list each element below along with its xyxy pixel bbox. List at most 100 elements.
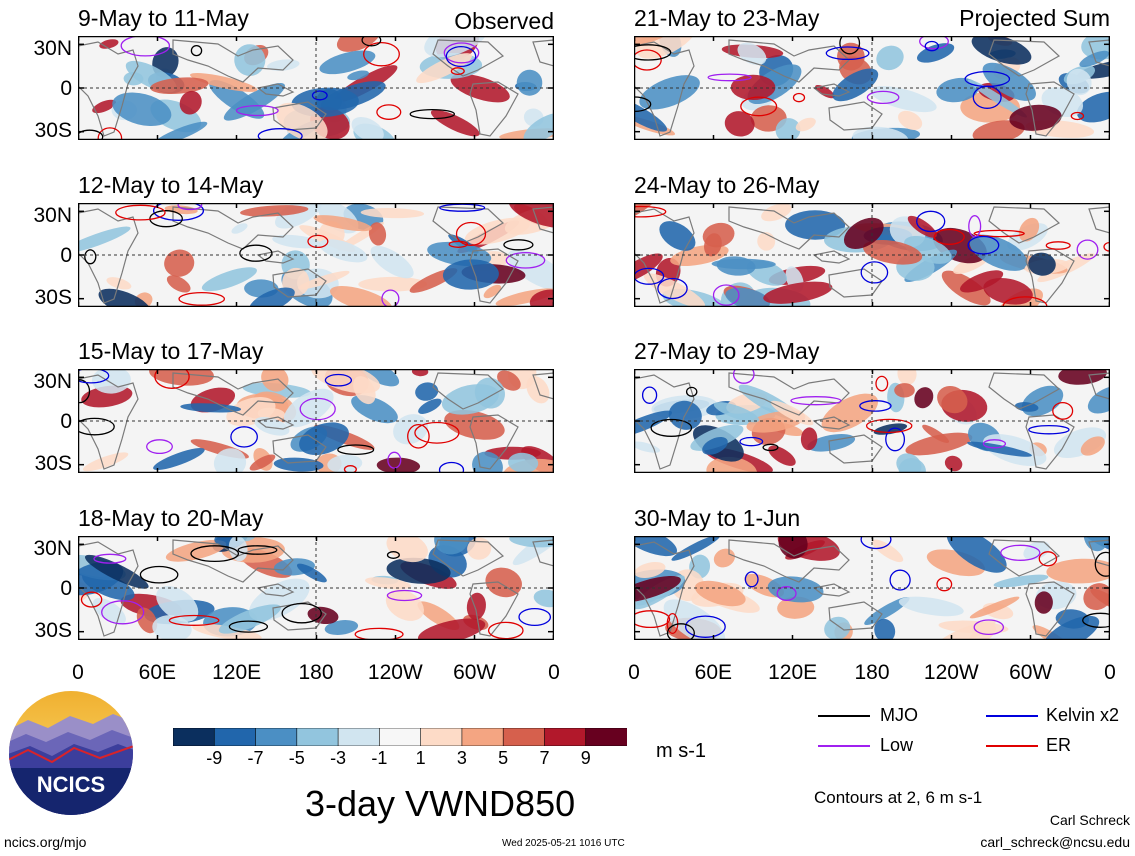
anomaly-patch [254,417,290,436]
contour [311,90,328,101]
anomaly-patch [768,445,796,466]
anomaly-patch [972,120,1025,140]
main-title: 3-day VWND850 [305,783,576,824]
anomaly-patch [324,620,359,635]
latitude-label: 30N [33,370,72,393]
anomaly-patch [785,210,846,240]
anomaly-patch [99,39,119,49]
contour [1045,241,1071,250]
author-email: carl_schreck@ncsu.edu [980,834,1130,850]
anomaly-patch [98,288,152,307]
contour [448,240,469,248]
contours [634,205,1110,307]
coastline [432,372,505,410]
anomaly-patch [467,537,492,560]
map-panel [634,536,1110,640]
anomaly-patch [355,369,400,387]
anomaly-patch [864,596,910,626]
contour [455,221,487,246]
coastline [532,39,554,67]
latitude-label: 30N [33,37,72,60]
anomaly-patch [659,221,696,251]
anomaly-patch [299,422,349,455]
anomaly-patch [507,249,554,291]
anomaly-patch [896,453,922,473]
contour [936,577,953,592]
coastline [256,83,295,97]
anomaly-patch [92,598,126,625]
contour [634,610,671,629]
anomaly-patch [702,437,728,455]
contour [634,49,662,71]
anomaly-patch [938,620,1009,634]
coastline [172,206,294,250]
anomaly-patch [231,223,248,234]
anomaly-patch [386,557,451,584]
website-link[interactable]: ncics.org/mjo [4,834,87,850]
contour [190,545,240,563]
anomaly-patch [416,53,473,84]
panel-title-right-4: 30-May to 1-Jun [634,505,801,531]
anomaly-patch [898,596,964,617]
panel-title-right-3: 27-May to 29-May [634,338,820,364]
coastline [432,539,505,577]
anomaly-patch [201,267,257,292]
anomaly-patch [843,217,884,250]
coastline [812,83,851,97]
contour [386,589,423,602]
colorbar-tick-label: -9 [206,748,223,768]
anomaly-patch [92,99,117,114]
contour [505,251,546,269]
legend-line-er [986,745,1038,747]
longitude-label: 0 [628,661,640,684]
anomaly-patch [418,398,442,414]
colorbar-tick-label: -1 [371,748,388,768]
anomaly-patch [724,111,755,137]
anomaly-patch [634,36,672,49]
anomaly-patch [763,281,833,304]
contour [982,439,1007,449]
anomaly-patch [213,448,247,473]
coastline [78,41,139,137]
longitude-label: 180 [854,661,890,684]
contour [381,289,400,307]
longitude-label: 180 [298,661,334,684]
map-panel [634,36,1110,140]
longitude-label: 120W [367,661,423,684]
map-panel [78,36,554,140]
anomaly-patch [319,50,376,75]
colorbar-tick-label: 1 [415,748,426,768]
coastline [256,416,295,430]
anomaly-patch [922,424,950,443]
contour [407,423,430,449]
contour [790,396,842,406]
contours [634,536,1110,640]
contour [80,591,103,608]
shading-layer [634,369,1110,473]
coastline [469,414,519,470]
contour [973,619,1005,636]
anomaly-patch [180,403,242,413]
legend-label-low: Low [880,735,914,755]
anomaly-patch [223,82,285,121]
contour [792,92,806,103]
timestamp: Wed 2025-05-21 1016 UTC [502,838,625,849]
contour [964,70,1011,88]
colorbar-swatch [337,727,381,747]
coastline [634,208,695,304]
colorbar [172,727,628,747]
colorbar-swatch [213,727,257,747]
anomaly-patch [483,284,502,299]
anomaly-patch [296,563,327,583]
anomaly-patch [713,548,735,568]
coastline [1088,372,1110,400]
anomaly-patch [516,69,543,96]
wind-anomaly-map [78,369,554,473]
anomaly-patch [190,72,258,92]
anomaly-patch [937,386,968,414]
contour [967,235,1000,255]
anomaly-patch [1046,558,1110,584]
coastline [256,583,295,597]
anomaly-patch [497,370,521,391]
anomaly-patch [508,452,539,473]
